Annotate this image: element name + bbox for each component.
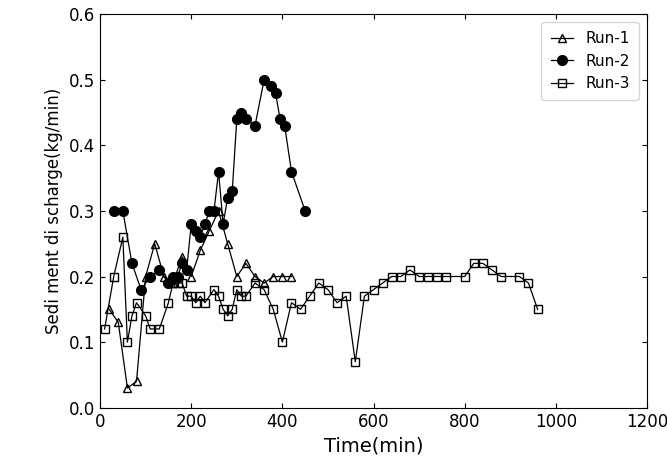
Run-2 <box>205 208 213 214</box>
Run-2 <box>251 123 259 128</box>
Run-2 <box>119 208 127 214</box>
Line: Run-1: Run-1 <box>105 207 295 392</box>
Run-1 <box>233 273 241 279</box>
Run-1 <box>151 241 159 246</box>
Run-3 <box>101 326 109 332</box>
Run-2 <box>223 195 231 201</box>
Run-2 <box>183 267 191 273</box>
Run-1 <box>141 273 149 279</box>
Run-2 <box>196 234 204 240</box>
Run-2 <box>146 273 154 279</box>
Legend: Run-1, Run-2, Run-3: Run-1, Run-2, Run-3 <box>542 22 640 100</box>
Run-3 <box>223 313 231 319</box>
Line: Run-3: Run-3 <box>101 233 542 366</box>
Run-1 <box>133 379 141 384</box>
Run-1 <box>260 280 268 286</box>
Run-2 <box>201 221 209 227</box>
Run-2 <box>287 169 295 174</box>
Run-3 <box>534 307 542 312</box>
Run-2 <box>173 273 181 279</box>
Run-2 <box>242 116 250 122</box>
Run-1 <box>169 280 177 286</box>
Run-1 <box>114 319 122 325</box>
Run-2 <box>169 273 177 279</box>
Run-2 <box>128 261 136 266</box>
Run-2 <box>281 123 289 128</box>
Run-2 <box>228 189 236 194</box>
Line: Run-2: Run-2 <box>109 75 310 294</box>
Run-2 <box>276 116 284 122</box>
Run-1 <box>178 254 186 260</box>
Run-2 <box>164 280 172 286</box>
Run-2 <box>237 110 245 116</box>
Run-2 <box>187 221 195 227</box>
Run-3 <box>305 293 313 299</box>
Run-3 <box>352 359 360 365</box>
Run-1 <box>123 385 131 391</box>
Run-1 <box>187 273 195 279</box>
Run-1 <box>196 247 204 253</box>
Run-1 <box>205 228 213 234</box>
Run-1 <box>287 273 295 279</box>
Run-3 <box>119 234 127 240</box>
Run-3 <box>415 273 423 279</box>
Run-2 <box>271 90 279 96</box>
Run-2 <box>155 267 163 273</box>
Run-2 <box>267 83 275 89</box>
X-axis label: Time(min): Time(min) <box>323 436 424 455</box>
Run-1 <box>251 273 259 279</box>
Run-3 <box>333 300 341 306</box>
Run-1 <box>269 273 277 279</box>
Run-2 <box>137 287 145 292</box>
Run-1 <box>215 208 223 214</box>
Run-3 <box>109 273 117 279</box>
Run-2 <box>178 261 186 266</box>
Run-2 <box>233 116 241 122</box>
Run-1 <box>105 307 113 312</box>
Run-1 <box>160 273 168 279</box>
Run-2 <box>215 169 223 174</box>
Run-3 <box>360 293 368 299</box>
Run-1 <box>223 241 231 246</box>
Run-1 <box>278 273 286 279</box>
Run-2 <box>109 208 117 214</box>
Run-2 <box>301 208 309 214</box>
Run-2 <box>192 228 200 234</box>
Run-2 <box>210 208 218 214</box>
Y-axis label: Sedi ment di scharge(kg/min): Sedi ment di scharge(kg/min) <box>45 88 63 334</box>
Run-2 <box>260 77 268 82</box>
Run-2 <box>219 221 227 227</box>
Run-1 <box>242 261 250 266</box>
